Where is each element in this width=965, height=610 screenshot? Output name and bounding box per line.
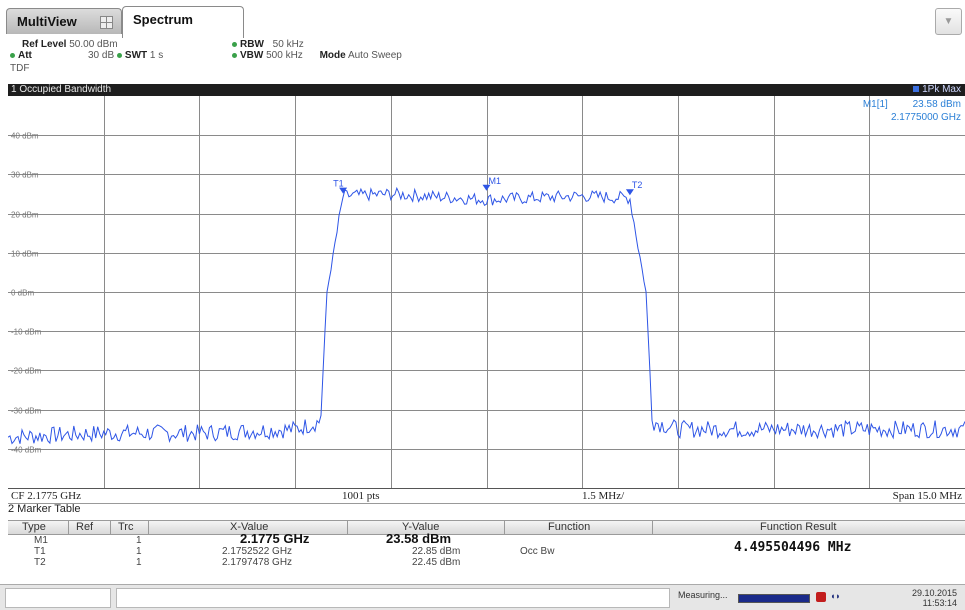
marker-readout: M1[1] 23.58 dBm 2.1775000 GHz <box>863 98 961 124</box>
row-x-value: 2.1775 GHz <box>240 531 310 546</box>
mode-value: Auto Sweep <box>347 50 402 61</box>
column-separator <box>148 521 149 534</box>
y-tick-label: -20 dBm <box>11 367 42 376</box>
diagram-title: 1 Occupied Bandwidth <box>11 84 112 95</box>
datetime: 29.10.2015 11:53:14 <box>912 588 957 608</box>
col-function-result: Function Result <box>760 521 837 533</box>
date: 29.10.2015 <box>911 588 957 598</box>
column-separator <box>110 521 111 534</box>
marker-readout-name: M1[1] <box>862 99 888 110</box>
marker-readout-level: 23.58 dBm <box>912 99 961 110</box>
y-tick-label: 40 dBm <box>11 132 39 141</box>
span: Span 15.0 MHz <box>892 490 962 502</box>
frequency-division: 1.5 MHz/ <box>582 490 625 502</box>
marker-label: T1 <box>333 179 344 189</box>
y-tick-label: -10 dBm <box>11 328 42 337</box>
tab-spectrum-label: Spectrum <box>133 12 193 27</box>
ref-level-value: 50.00 dBm <box>69 39 118 50</box>
row-type: M1 <box>34 535 48 546</box>
marker-label: M1 <box>489 176 502 186</box>
spectrum-chart: 40 dBm 30 dBm 20 dBm 10 dBm 0 dBm -10 dBm -20 … <box>7 96 965 488</box>
row-trc: 1 <box>136 535 142 546</box>
row-function: Occ Bw <box>520 546 555 557</box>
y-tick-label: -30 dBm <box>11 407 42 416</box>
y-tick-label: 20 dBm <box>11 211 39 220</box>
att-value: 30 dB <box>88 50 115 61</box>
row-trc: 1 <box>136 557 142 568</box>
status-field-main[interactable] <box>116 588 670 608</box>
vbw-dot-icon <box>232 52 237 58</box>
settings-bar: Ref Level 50.00 dBm Att 30 dB SWT 1 s RB… <box>0 38 965 84</box>
grid-icon <box>100 16 113 29</box>
trace-label: 1Pk Max <box>913 84 961 96</box>
row-x-value: 2.1752522 GHz <box>222 546 293 557</box>
tab-spectrum[interactable]: Spectrum <box>122 6 244 38</box>
column-separator <box>504 521 505 534</box>
column-separator <box>347 521 348 534</box>
col-ref: Ref <box>76 521 94 533</box>
col-y-value: Y-Value <box>402 521 440 533</box>
row-x-value: 2.1797478 GHz <box>222 557 293 568</box>
marker-triangle-icon <box>339 187 348 194</box>
row-y-value: 22.45 dBm <box>412 557 461 568</box>
row-y-value: 23.58 dBm <box>386 531 452 546</box>
marker-readout-freq: 2.1775000 GHz <box>890 112 961 123</box>
status-bar: Measuring... ◖◗ 29.10.2015 11:53:14 <box>0 584 965 610</box>
tdf-label: TDF <box>10 63 30 74</box>
vbw-value: 500 kHz <box>266 50 303 61</box>
chevron-down-icon: ▼ <box>943 16 954 27</box>
row-function-result: 4.495504496 MHz <box>734 540 852 555</box>
axis-bar: CF 2.1775 GHz 1001 pts 1.5 MHz/ Span 15.… <box>8 488 965 504</box>
att-label: Att <box>18 50 32 61</box>
vbw-label: VBW <box>240 50 264 61</box>
swt-value: 1 s <box>149 50 164 61</box>
rbw-label: RBW <box>240 39 264 50</box>
marker-label: T2 <box>632 180 643 190</box>
points-count: 1001 pts <box>342 490 380 502</box>
y-tick-label: 0 dBm <box>11 289 34 298</box>
col-type: Type <box>22 521 46 533</box>
dropdown-button[interactable]: ▼ <box>935 8 962 35</box>
att-dot-icon <box>10 52 15 58</box>
trace-line <box>7 186 965 445</box>
tab-multiview[interactable]: MultiView <box>6 8 122 34</box>
marker-triangle-icon <box>625 189 634 196</box>
swt-dot-icon <box>116 52 122 58</box>
rbw-dot-icon <box>232 41 237 47</box>
diagram-header: 1 Occupied Bandwidth 1Pk Max <box>8 84 965 96</box>
marker-table-title: 2 Marker Table <box>8 503 81 515</box>
column-separator <box>68 521 69 534</box>
time: 11:53:14 <box>922 598 957 608</box>
tab-multiview-label: MultiView <box>17 14 77 29</box>
record-icon <box>816 592 826 602</box>
swt-label: SWT <box>124 50 148 61</box>
row-type: T1 <box>34 546 46 557</box>
y-tick-label: -40 dBm <box>11 446 42 455</box>
col-function: Function <box>548 521 591 533</box>
col-trc: Trc <box>118 521 134 533</box>
trace-color-icon <box>913 86 920 92</box>
mode-label: Mode <box>319 50 346 61</box>
status-field-left[interactable] <box>5 588 111 608</box>
y-tick-label: 30 dBm <box>11 171 39 180</box>
row-type: T2 <box>34 557 46 568</box>
marker-triangle-icon <box>482 184 491 191</box>
center-frequency: CF 2.1775 GHz <box>11 490 81 502</box>
row-trc: 1 <box>136 546 142 557</box>
rbw-value: 50 kHz <box>272 39 304 50</box>
ref-level-label: Ref Level <box>22 39 67 50</box>
col-x-value: X-Value <box>230 521 269 533</box>
y-tick-label: 10 dBm <box>11 250 39 259</box>
trace-label-text: 1Pk Max <box>922 84 961 95</box>
row-y-value: 22.85 dBm <box>412 546 461 557</box>
progress-bar <box>738 594 810 603</box>
marker-table-header: Type Ref Trc X-Value Y-Value Function Fu… <box>8 520 965 535</box>
measuring-text: Measuring... <box>678 590 728 600</box>
column-separator <box>652 521 653 534</box>
tab-bar: MultiView Spectrum ▼ <box>0 0 965 38</box>
signal-icon: ◖◗ <box>830 591 841 601</box>
spectrum-plot[interactable]: 40 dBm 30 dBm 20 dBm 10 dBm 0 dBm -10 dBm -20 … <box>7 96 965 488</box>
